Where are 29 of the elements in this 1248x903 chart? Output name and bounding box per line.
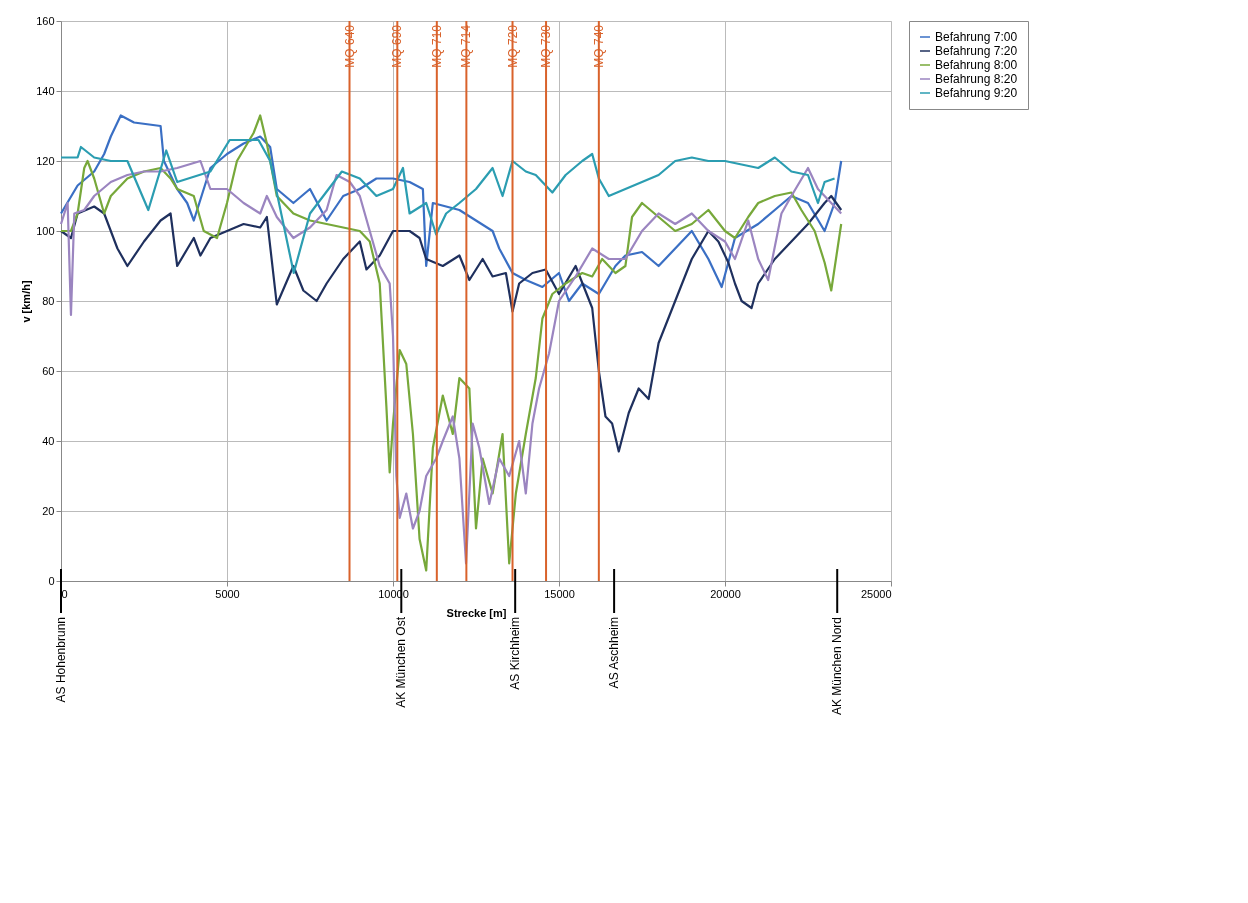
y-tick-label: 20 [42, 504, 55, 517]
y-tick-label: 160 [36, 14, 55, 27]
ref-line-label: AS Hohenbrunn [54, 617, 68, 703]
line-series [59, 194, 843, 453]
line-series [59, 114, 843, 303]
line-series [59, 138, 836, 275]
ref-line-label: AK München Ost [394, 616, 409, 708]
legend-label: Befahrung 7:00 [935, 30, 1018, 44]
x-tick-label: 20000 [710, 587, 741, 600]
legend-label: Befahrung 8:00 [935, 58, 1018, 72]
y-tick-label: 40 [42, 434, 55, 447]
legend-label: Befahrung 8:20 [935, 72, 1018, 86]
x-axis-title: Strecke [m] [446, 606, 507, 619]
y-tick-label: 80 [42, 294, 55, 307]
ref-line-label: AK München Nord [830, 617, 845, 716]
x-tick-label: 25000 [860, 587, 892, 600]
ref-line-label: AS Aschheim [607, 617, 622, 689]
legend-label: Befahrung 7:20 [935, 44, 1018, 58]
x-tick-label: 0 [61, 587, 68, 600]
y-tick-label: 140 [36, 84, 55, 97]
legend-label: Befahrung 9:20 [935, 86, 1018, 100]
y-tick-label: 60 [42, 364, 55, 377]
x-tick-label: 15000 [544, 587, 575, 600]
y-tick-label: 100 [36, 224, 55, 237]
y-tick-label: 0 [48, 574, 55, 587]
ref-line-label: AS Kirchheim [508, 617, 523, 690]
x-tick-label: 5000 [215, 587, 240, 600]
y-tick-label: 120 [36, 154, 55, 167]
y-axis-title: v [km/h] [20, 280, 33, 323]
